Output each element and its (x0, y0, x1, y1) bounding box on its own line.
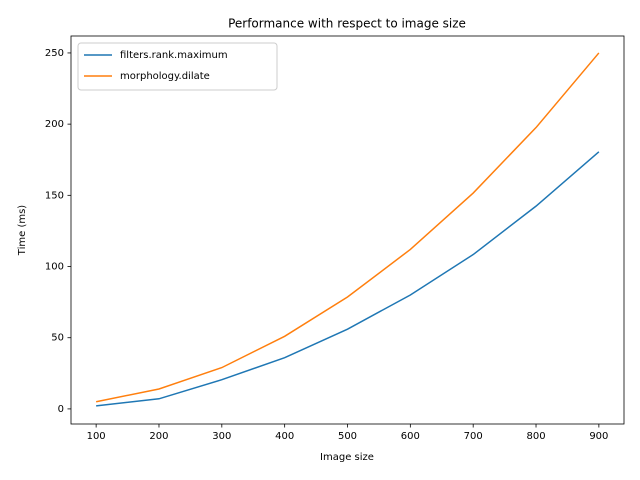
y-tick-label: 50 (51, 333, 64, 344)
legend-box (77, 42, 278, 91)
x-tick-label: 400 (275, 431, 294, 442)
x-tick-label: 900 (589, 431, 608, 442)
y-tick-label: 150 (45, 190, 64, 201)
x-tick-label: 800 (526, 431, 545, 442)
legend-label: morphology.dilate (120, 71, 210, 82)
x-tick-label: 200 (149, 431, 168, 442)
x-tick-label: 700 (464, 431, 483, 442)
y-tick-label: 0 (58, 404, 64, 415)
legend-label: filters.rank.maximum (120, 50, 228, 61)
data-line (96, 151, 600, 407)
x-tick-label: 300 (212, 431, 231, 442)
plot-frame (70, 35, 625, 425)
y-tick-label: 100 (45, 262, 64, 273)
x-tick-label: 100 (87, 431, 106, 442)
x-axis-label: Image size (320, 452, 374, 463)
legend: filters.rank.maximum morphology.dilate (77, 42, 278, 91)
x-tick-label: 500 (338, 431, 357, 442)
data-line (95, 52, 600, 403)
y-tick-label: 200 (45, 119, 64, 130)
x-tick-label: 600 (401, 431, 420, 442)
y-axis-label: Time (ms) (17, 205, 28, 257)
chart-title: Performance with respect to image size (228, 17, 466, 31)
y-tick-label: 250 (45, 48, 64, 59)
